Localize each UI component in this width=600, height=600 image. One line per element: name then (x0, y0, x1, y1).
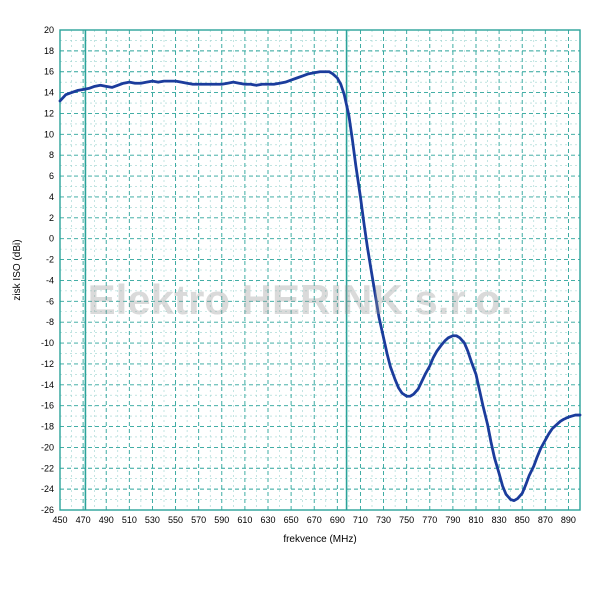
svg-text:830: 830 (492, 515, 507, 525)
svg-text:470: 470 (76, 515, 91, 525)
svg-text:8: 8 (49, 150, 54, 160)
svg-text:-14: -14 (41, 380, 54, 390)
svg-text:-16: -16 (41, 401, 54, 411)
svg-text:790: 790 (445, 515, 460, 525)
svg-text:570: 570 (191, 515, 206, 525)
svg-text:-4: -4 (46, 275, 54, 285)
svg-text:690: 690 (330, 515, 345, 525)
svg-text:530: 530 (145, 515, 160, 525)
svg-text:0: 0 (49, 234, 54, 244)
svg-text:670: 670 (307, 515, 322, 525)
svg-text:-2: -2 (46, 255, 54, 265)
svg-text:630: 630 (260, 515, 275, 525)
svg-text:-10: -10 (41, 338, 54, 348)
svg-text:710: 710 (353, 515, 368, 525)
chart-svg: 4504704905105305505705906106306506706907… (0, 0, 600, 600)
svg-text:-22: -22 (41, 463, 54, 473)
svg-text:-12: -12 (41, 359, 54, 369)
svg-text:20: 20 (44, 25, 54, 35)
svg-text:14: 14 (44, 88, 54, 98)
svg-text:-20: -20 (41, 442, 54, 452)
svg-text:6: 6 (49, 171, 54, 181)
svg-text:-26: -26 (41, 505, 54, 515)
svg-text:10: 10 (44, 129, 54, 139)
svg-text:610: 610 (237, 515, 252, 525)
svg-text:4: 4 (49, 192, 54, 202)
svg-text:810: 810 (468, 515, 483, 525)
svg-text:770: 770 (422, 515, 437, 525)
svg-text:16: 16 (44, 67, 54, 77)
svg-text:12: 12 (44, 108, 54, 118)
svg-text:650: 650 (284, 515, 299, 525)
svg-text:890: 890 (561, 515, 576, 525)
svg-text:730: 730 (376, 515, 391, 525)
svg-text:870: 870 (538, 515, 553, 525)
svg-text:510: 510 (122, 515, 137, 525)
svg-text:zisk ISO (dBi): zisk ISO (dBi) (12, 239, 23, 300)
svg-text:490: 490 (99, 515, 114, 525)
svg-text:550: 550 (168, 515, 183, 525)
gain-vs-frequency-chart: 4504704905105305505705906106306506706907… (0, 0, 600, 600)
svg-text:2: 2 (49, 213, 54, 223)
svg-text:590: 590 (214, 515, 229, 525)
svg-text:-6: -6 (46, 296, 54, 306)
svg-text:-18: -18 (41, 422, 54, 432)
svg-text:18: 18 (44, 46, 54, 56)
svg-text:-8: -8 (46, 317, 54, 327)
svg-text:750: 750 (399, 515, 414, 525)
svg-text:450: 450 (52, 515, 67, 525)
svg-text:frekvence (MHz): frekvence (MHz) (283, 534, 356, 545)
svg-text:-24: -24 (41, 484, 54, 494)
svg-text:850: 850 (515, 515, 530, 525)
